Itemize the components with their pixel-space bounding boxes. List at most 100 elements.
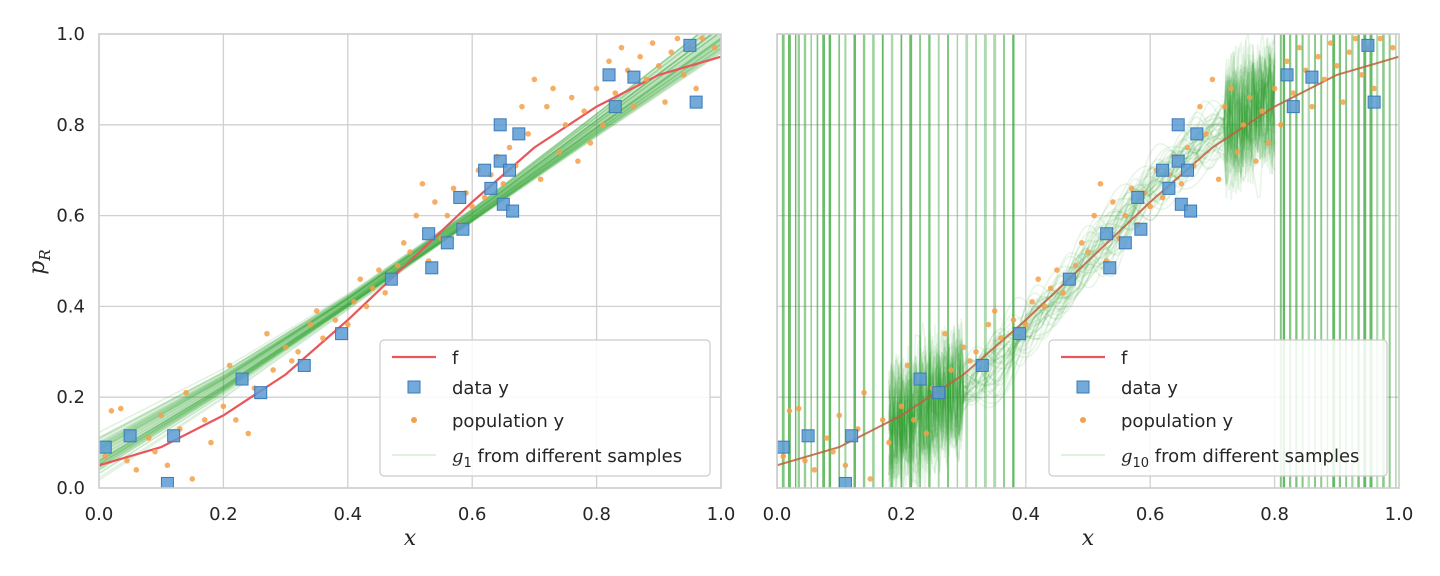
population-point <box>351 299 357 305</box>
population-point <box>991 308 998 314</box>
x-tick-label: 1.0 <box>707 504 736 525</box>
legend-rest: from different samples <box>1149 446 1359 467</box>
data-point <box>1305 70 1319 84</box>
population-point <box>1209 76 1216 83</box>
population-point <box>550 85 556 92</box>
data-point <box>167 429 181 443</box>
x-tick-label: 0.0 <box>763 504 792 525</box>
population-point <box>960 344 967 351</box>
left-x-tick-labels: 0.0 0.2 0.4 0.6 0.8 1.0 <box>85 504 736 525</box>
population-point <box>369 285 376 292</box>
x-tick-label: 0.2 <box>209 504 238 525</box>
left-legend-samples-label: g1 from different samples <box>452 446 682 471</box>
right-legend-population-label: population y <box>1121 411 1234 432</box>
data-point <box>689 95 703 109</box>
left-y-tick-labels: 0.0 0.2 0.4 0.6 0.8 1.0 <box>56 24 85 499</box>
data-point <box>777 440 790 454</box>
population-point <box>419 181 426 187</box>
data-point <box>627 70 641 84</box>
g10-sample-curve <box>889 87 1276 488</box>
population-point <box>861 389 867 396</box>
data-point <box>932 386 946 400</box>
data-point <box>1190 127 1204 141</box>
population-point <box>544 103 550 110</box>
g1-sample-curve <box>99 50 721 469</box>
data-point <box>1062 272 1076 286</box>
population-point <box>1265 140 1272 146</box>
population-point <box>226 362 233 369</box>
g10-sample-curve <box>888 81 1276 488</box>
left-panel: 0.0 0.2 0.4 0.6 0.8 1.0 0.00.20.40.60.81.0 x … <box>25 24 736 551</box>
population-point <box>363 303 370 310</box>
population-point <box>1035 276 1042 282</box>
population-point <box>164 462 171 469</box>
y-axis-label-main: p <box>25 261 50 275</box>
population-point <box>1085 249 1091 255</box>
population-point <box>201 417 208 423</box>
data-point <box>845 429 859 443</box>
right-legend-population-swatch <box>1080 417 1086 423</box>
population-point <box>289 358 295 364</box>
population-point <box>1271 85 1278 92</box>
population-point <box>1041 303 1048 310</box>
data-point <box>235 372 249 386</box>
left-legend-population-label: population y <box>452 411 565 432</box>
population-point <box>1215 176 1222 183</box>
data-point <box>1367 95 1381 109</box>
g1-sample-curve <box>99 43 721 481</box>
population-point <box>562 122 569 128</box>
population-point <box>450 185 457 192</box>
data-point <box>1181 163 1195 177</box>
g1-sample-curve <box>99 45 721 468</box>
population-point <box>711 44 718 51</box>
population-point <box>1072 262 1079 269</box>
g10-sample-curve <box>888 46 1276 464</box>
g10-sample-curve <box>888 73 1276 474</box>
population-point <box>1228 85 1234 92</box>
g10-sample-curve <box>888 43 1276 488</box>
population-point <box>519 103 525 110</box>
population-point <box>1377 35 1384 42</box>
population-point <box>1078 240 1085 246</box>
population-point <box>923 430 930 437</box>
population-point <box>1110 199 1116 205</box>
g10-sample-curve <box>888 55 1276 474</box>
population-point <box>575 158 581 164</box>
population-point <box>1309 103 1315 110</box>
g10-sample-curve <box>888 64 1276 488</box>
y-tick-label: 1.0 <box>56 24 85 45</box>
population-point <box>1315 53 1321 60</box>
population-point <box>1340 99 1346 105</box>
data-point <box>1134 222 1148 236</box>
g10-sample-curve <box>888 54 1276 487</box>
data-point <box>484 181 498 195</box>
left-legend: f data y population y g1 from different … <box>379 339 711 477</box>
g10-sample-curve <box>888 46 1276 484</box>
population-point <box>376 267 382 273</box>
population-point <box>668 49 675 55</box>
y-axis-label-sub: R <box>36 249 54 261</box>
population-point <box>500 181 507 187</box>
left-legend-f-label: f <box>452 348 459 369</box>
population-point <box>593 85 600 92</box>
y-tick-label: 0.8 <box>56 115 85 136</box>
g10-sample-curve <box>888 68 1275 464</box>
population-point <box>444 212 451 219</box>
right-frame <box>776 33 1400 489</box>
population-point <box>1352 35 1359 42</box>
population-point <box>656 62 662 69</box>
population-point <box>1334 62 1340 69</box>
g10-sample-curve <box>888 52 1276 464</box>
population-point <box>1240 122 1247 128</box>
right-g10-sample-curves <box>777 34 1397 488</box>
data-point <box>160 476 174 488</box>
population-point <box>108 408 115 414</box>
population-point <box>1259 108 1265 114</box>
data-point <box>440 236 454 250</box>
population-point <box>1054 267 1060 273</box>
g10-sample-curve <box>888 59 1276 488</box>
data-point <box>1184 204 1198 218</box>
data-point <box>99 440 112 454</box>
population-point <box>531 76 538 83</box>
population-point <box>220 403 227 410</box>
